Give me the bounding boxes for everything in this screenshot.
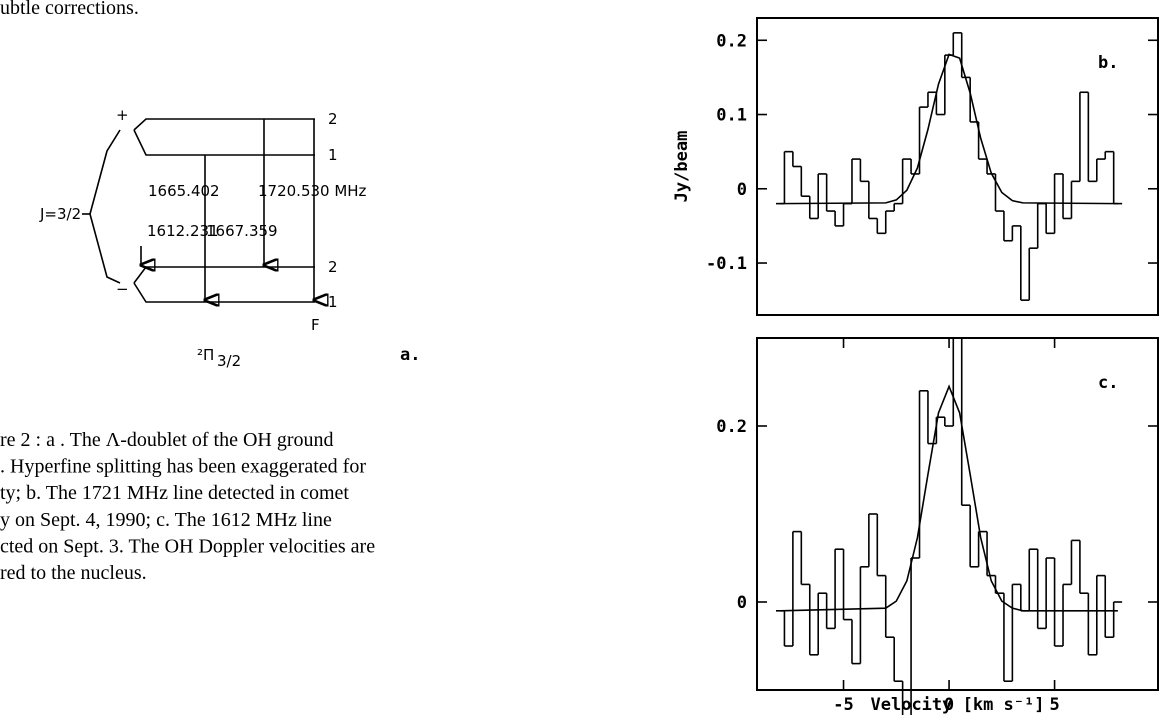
caption-line: re 2 : a . The Λ-doublet of the OH groun… <box>0 429 334 451</box>
x-tick-label: 5 <box>1049 695 1059 715</box>
caption-line: ty; b. The 1721 MHz line detected in com… <box>0 482 349 504</box>
term-symbol: ²Π <box>197 346 214 364</box>
parity: − <box>116 280 129 298</box>
x-tick-label: 0 <box>944 695 954 715</box>
y-tick-label: 0 <box>737 593 747 613</box>
caption: re 2 : a . The Λ-doublet of the OH groun… <box>0 429 375 584</box>
caption-line: y on Sept. 4, 1990; c. The 1612 MHz line <box>0 509 332 531</box>
panel-label: b. <box>1098 53 1118 73</box>
y-tick-label: -0.1 <box>706 254 747 274</box>
x-tick-label: -5 <box>833 695 853 715</box>
panel-label: a. <box>400 345 420 365</box>
level-diagram: J=3/2 + − 2 1 2 1 F 1612.231 1665.402 16… <box>39 106 420 370</box>
j-label: J=3/2 <box>39 205 81 223</box>
x-axis-label: Velocity [km s⁻¹] <box>871 695 1045 715</box>
term-subscript: 3/2 <box>217 352 241 370</box>
y-tick-label: 0.1 <box>716 106 747 126</box>
y-tick-label: 0.2 <box>716 417 747 437</box>
level-label: 2 <box>328 258 338 276</box>
caption-line: red to the nucleus. <box>0 562 147 584</box>
parity: + <box>116 106 129 124</box>
f-label: F <box>311 316 320 334</box>
y-axis-label: Jy/beam <box>672 131 692 203</box>
transition-label: 1665.402 <box>148 182 220 200</box>
transition-label: 1667.359 <box>206 222 278 240</box>
transition-label: 1612.231 <box>147 222 219 240</box>
level-label: 2 <box>328 110 338 128</box>
y-tick-label: 0.2 <box>716 31 747 51</box>
level-label: 1 <box>328 293 338 311</box>
plot-frame <box>756 17 1159 316</box>
panel-label: c. <box>1098 373 1118 393</box>
transition-label: 1720.530 MHz <box>258 182 367 200</box>
caption-line: . Hyperfine splitting has been exaggerat… <box>0 456 366 478</box>
fit-curve <box>780 384 1118 612</box>
caption-line: cted on Sept. 3. The OH Doppler velociti… <box>0 535 375 557</box>
top-text: ubtle corrections. <box>0 0 139 19</box>
level-label: 1 <box>328 146 338 164</box>
fit-curve <box>780 53 1118 205</box>
y-tick-label: 0 <box>737 180 747 200</box>
